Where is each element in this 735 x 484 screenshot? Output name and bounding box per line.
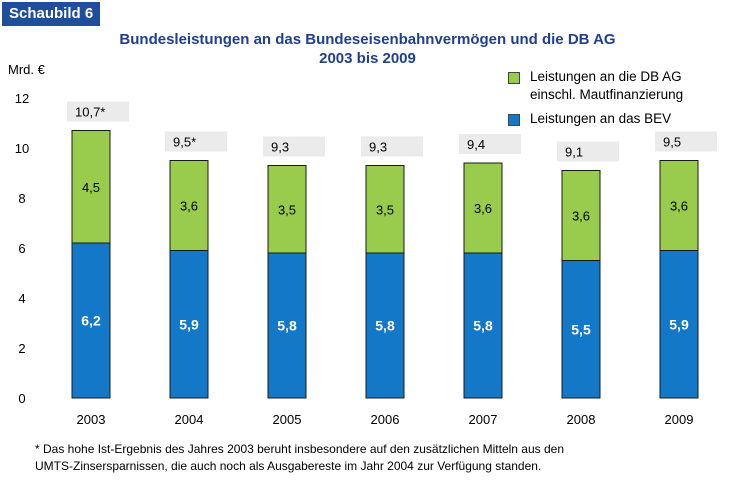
y-tick-label: 4	[18, 291, 25, 306]
legend-item-db-ag: Leistungen an die DB AG einschl. Mautfin…	[508, 68, 683, 104]
total-label-box	[165, 131, 227, 152]
bar-db-ag	[365, 165, 405, 254]
footnote: * Das hohe Ist-Ergebnis des Jahres 2003 …	[35, 441, 564, 475]
total-label-box	[655, 131, 717, 152]
total-value-label: 9,4	[467, 137, 485, 152]
y-tick-label: 12	[15, 91, 29, 106]
x-tick-label: 2004	[175, 412, 204, 427]
total-value-label: 9,5	[663, 135, 681, 150]
bar-db-ag	[169, 160, 209, 251]
chart-title-line-2: 2003 bis 2009	[319, 50, 416, 67]
total-label-box	[361, 136, 423, 157]
x-tick-label: 2009	[665, 412, 694, 427]
y-tick-label: 8	[18, 191, 25, 206]
db-ag-value-label: 3,6	[670, 199, 688, 214]
y-tick-label: 0	[18, 391, 25, 406]
x-tick-label: 2005	[273, 412, 302, 427]
total-label-box	[263, 136, 325, 157]
db-ag-value-label: 3,6	[572, 209, 590, 224]
footnote-line-2: UMTS-Zinsersparnissen, die auch noch als…	[35, 459, 542, 473]
y-tick-label: 6	[18, 241, 25, 256]
bar-bev	[561, 260, 601, 399]
total-label-box	[557, 141, 619, 162]
chart-legend: Leistungen an die DB AG einschl. Mautfin…	[508, 68, 683, 128]
legend-label-db-ag-line-1: Leistungen an die DB AG	[530, 69, 682, 84]
db-ag-value-label: 3,5	[278, 202, 296, 217]
db-ag-value-label: 3,6	[180, 199, 198, 214]
total-value-label: 9,3	[369, 140, 387, 155]
bar-db-ag	[71, 130, 111, 244]
bev-value-label: 5,5	[571, 321, 591, 337]
total-label-box	[459, 134, 521, 154]
x-tick-label: 2008	[567, 412, 596, 427]
total-value-label: 9,3	[271, 140, 289, 155]
db-ag-value-label: 4,5	[82, 180, 100, 195]
footnote-line-1: * Das hohe Ist-Ergebnis des Jahres 2003 …	[35, 442, 564, 456]
bev-value-label: 5,9	[669, 316, 689, 332]
legend-label-bev: Leistungen an das BEV	[530, 111, 672, 126]
bar-bev	[365, 252, 405, 399]
bev-value-label: 5,9	[179, 316, 199, 332]
bev-value-label: 6,2	[81, 313, 101, 329]
bev-value-label: 5,8	[375, 318, 395, 334]
y-tick-label: 2	[18, 341, 25, 356]
total-value-label: 9,1	[565, 145, 583, 160]
chart-title-line-1: Bundesleistungen an das Bundeseisenbahnv…	[119, 31, 616, 48]
db-ag-value-label: 3,5	[376, 202, 394, 217]
figure-badge: Schaubild 6	[2, 2, 100, 26]
x-tick-label: 2003	[77, 412, 106, 427]
bar-db-ag	[561, 170, 601, 261]
bev-value-label: 5,8	[277, 318, 297, 334]
total-value-label: 10,7*	[75, 105, 105, 120]
db-ag-value-label: 3,6	[474, 201, 492, 216]
bar-bev	[169, 250, 209, 399]
bar-bev	[267, 252, 307, 399]
legend-swatch-bev	[508, 114, 520, 126]
y-axis-unit-label: Mrd. €	[8, 62, 45, 77]
legend-swatch-db-ag	[508, 72, 520, 84]
legend-item-bev: Leistungen an das BEV	[508, 110, 683, 128]
x-tick-label: 2007	[469, 412, 498, 427]
y-tick-label: 10	[15, 141, 29, 156]
bar-bev	[659, 250, 699, 399]
total-value-label: 9,5*	[173, 135, 196, 150]
bar-db-ag	[267, 165, 307, 254]
total-label-box	[67, 101, 129, 122]
bar-bev	[463, 252, 503, 399]
bar-db-ag	[659, 160, 699, 251]
bar-db-ag	[463, 162, 503, 254]
chart-title: Bundesleistungen an das Bundeseisenbahnv…	[0, 30, 735, 68]
legend-label-db-ag-line-2: einschl. Mautfinanzierung	[530, 87, 684, 102]
x-tick-label: 2006	[371, 412, 400, 427]
bev-value-label: 5,8	[473, 318, 493, 334]
